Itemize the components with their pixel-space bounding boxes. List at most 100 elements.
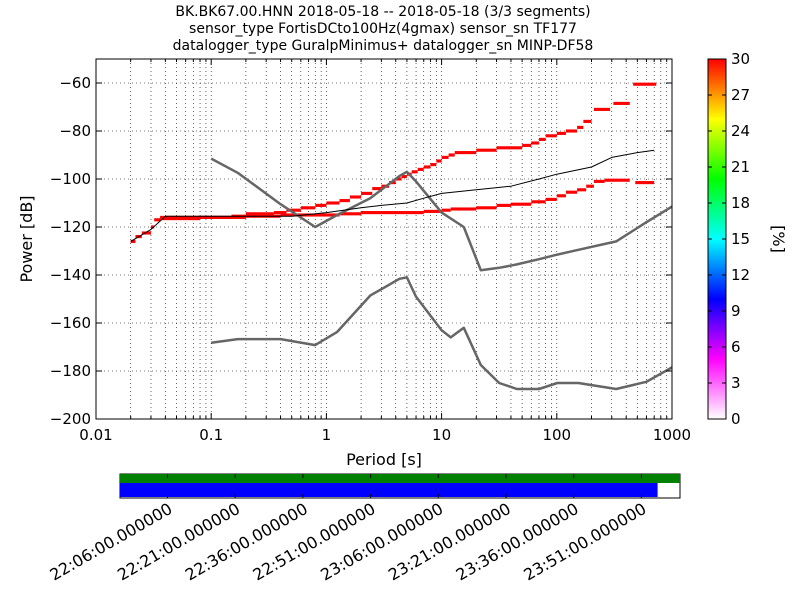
colorbar-tick-label: 15 (731, 230, 750, 248)
colorbar-tick-label: 18 (731, 194, 750, 212)
title-line-2: sensor_type FortisDCto100Hz(4gmax) senso… (189, 21, 577, 37)
histogram-segment (593, 107, 611, 111)
y-tick-label: −180 (50, 362, 91, 380)
histogram-segment (339, 212, 362, 216)
timeline-label: 23:06:00.000000 (317, 499, 446, 584)
histogram-segment (556, 131, 566, 135)
plot-grid (95, 59, 672, 420)
axis-ticks: 0.01 0.1 1 10 100 1000 −200 −180 −160 −140 −120 −10… (50, 59, 691, 444)
histogram-segment (593, 179, 605, 183)
histogram-segment (531, 141, 539, 145)
histogram-segment (417, 167, 424, 171)
colorbar-tick-label: 27 (731, 86, 750, 104)
histogram-segment (531, 200, 546, 204)
histogram-segment (450, 207, 477, 211)
title-line-3: datalogger_type GuralpMinimus+ datalogge… (173, 38, 594, 54)
plot-background (96, 59, 672, 419)
plot-title: BK.BK67.00.HNN 2018-05-18 -- 2018-05-18 … (173, 4, 594, 54)
histogram-segment (154, 218, 161, 222)
timeline-ticks (167, 474, 642, 498)
histogram-segment (245, 212, 274, 216)
histogram-segment (577, 125, 584, 129)
curve-series (130, 149, 673, 391)
y-tick-label: −160 (50, 314, 91, 332)
timeline-label: 23:36:00.000000 (453, 499, 582, 584)
histogram-segment (633, 82, 657, 86)
timeline-label: 22:36:00.000000 (182, 499, 311, 584)
colorbar-tick-label: 9 (731, 302, 741, 320)
histogram-segment (565, 129, 578, 133)
histogram-segment (586, 184, 594, 188)
histogram-segment (423, 209, 442, 213)
histogram-segment (613, 101, 630, 105)
colorbar-tick-label: 12 (731, 266, 750, 284)
histogram-segment (326, 201, 340, 205)
histogram-segment (545, 197, 557, 201)
histogram-segment (476, 148, 497, 152)
histogram-segment (496, 203, 511, 207)
histogram-segment (454, 151, 477, 155)
colorbar-tick-label: 0 (731, 410, 741, 428)
coverage-timeline: 22:06:00.00000022:21:00.00000022:36:00.0… (46, 473, 681, 584)
timeline-labels: 22:06:00.00000022:21:00.00000022:36:00.0… (46, 499, 649, 584)
histogram-segment (321, 213, 340, 217)
colorbar-tick-label: 21 (731, 158, 750, 176)
title-line-1: BK.BK67.00.HNN 2018-05-18 -- 2018-05-18 … (175, 4, 590, 20)
x-tick-label: 0.01 (79, 426, 112, 444)
timeline-label: 22:06:00.000000 (46, 499, 175, 584)
histogram-segment (448, 153, 455, 157)
histogram-segment (349, 195, 362, 199)
colorbar-label: [%] (769, 225, 788, 253)
histogram-segment (423, 165, 431, 169)
histogram-segment (339, 199, 350, 203)
histogram-segment (476, 206, 497, 210)
x-tick-label: 0.1 (199, 426, 223, 444)
y-tick-label: −140 (50, 266, 91, 284)
x-tick-label: 10 (432, 426, 451, 444)
colorbar-ticks: 0 3 6 9 12 15 18 21 24 27 30 (708, 50, 750, 428)
colorbar-tick-label: 30 (731, 50, 750, 68)
histogram-segment (381, 211, 424, 215)
colorbar-tick-label: 3 (731, 374, 741, 392)
histogram-segment (496, 146, 523, 150)
histogram-segment (441, 208, 451, 212)
histogram-segment (522, 143, 532, 147)
colorbar-tick-label: 6 (731, 338, 741, 356)
histogram-segment (401, 175, 407, 179)
histogram-segment (430, 163, 437, 167)
histogram-segment (635, 181, 655, 185)
histogram-segment (604, 178, 630, 182)
histogram-segment (577, 188, 587, 192)
y-tick-label: −120 (50, 218, 91, 236)
histogram-segment (545, 134, 557, 138)
y-tick-label: −80 (59, 122, 91, 140)
histogram-segment (273, 211, 287, 215)
x-tick-label: 1 (322, 426, 332, 444)
histogram-segment (411, 170, 418, 174)
timeline-label: 23:21:00.000000 (385, 499, 514, 584)
x-tick-label: 1000 (653, 426, 691, 444)
colorbar-tick-label: 24 (731, 122, 750, 140)
histogram-segment (361, 191, 373, 195)
histogram-segment (583, 119, 592, 123)
y-tick-label: −200 (50, 410, 91, 428)
mean-curve (130, 149, 655, 242)
histogram-segment (141, 231, 151, 235)
histogram-segment (150, 225, 155, 229)
histogram-segment (286, 208, 301, 212)
timeline-bar-bottom (120, 483, 658, 497)
timeline-label: 22:21:00.000000 (114, 499, 243, 584)
histogram-segment (441, 155, 449, 159)
histogram-segment (556, 194, 566, 198)
y-tick-label: −100 (50, 170, 91, 188)
histogram-segment (130, 239, 136, 243)
histogram-segment (200, 215, 232, 219)
noise-model-high (210, 157, 673, 272)
plot-frame (95, 58, 673, 420)
histogram-segment (372, 187, 382, 191)
y-axis-label: Power [dB] (17, 195, 36, 282)
timeline-label: 22:51:00.000000 (250, 499, 379, 584)
x-axis-label: Period [s] (346, 450, 422, 469)
histogram-segment (565, 190, 578, 194)
